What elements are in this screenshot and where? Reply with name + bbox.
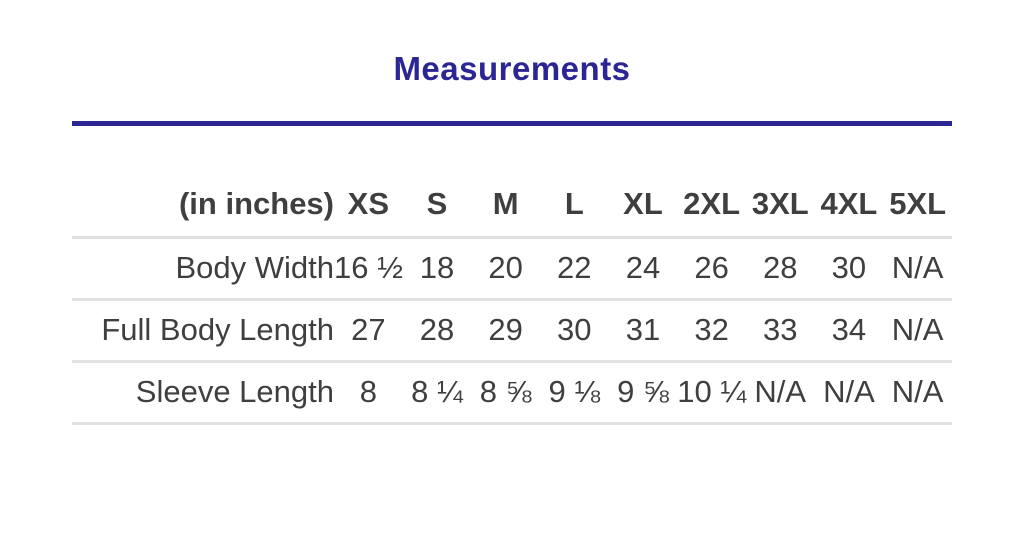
row-label: Sleeve Length (135, 374, 334, 409)
cell-value: 20 (488, 250, 523, 285)
cell-value: 30 (831, 250, 867, 285)
cell-value: 29 (488, 312, 523, 347)
cell-value: 26 (694, 250, 729, 285)
cell-value: 27 (351, 312, 386, 347)
cell-value: 33 (763, 312, 798, 347)
column-header-3xl: 3XL (751, 185, 809, 221)
header-row: (in inches) XS S M L XL 2XL 3XL 4XL 5XL (72, 126, 952, 237)
column-header-xl: XL (623, 185, 663, 221)
table-row-sleeve-length: Sleeve Length 8 8 ¼ 8 ⅝ 9 ⅛ 9 ⅝ 10 ¼ N/A… (72, 361, 952, 423)
cell-value: 9 ⅛ (548, 374, 601, 409)
cell-value: 30 (557, 312, 592, 347)
column-header-l: L (564, 185, 584, 221)
cell-value: 18 (419, 250, 455, 285)
cell-value: 10 ¼ (677, 374, 747, 409)
column-header-4xl: 4XL (820, 185, 878, 221)
cell-value: 31 (625, 312, 661, 347)
cell-value: 28 (763, 250, 798, 285)
cell-value: N/A (891, 312, 944, 347)
measurements-table: (in inches) XS S M L XL 2XL 3XL 4XL 5XL … (72, 126, 952, 425)
column-header-xs: XS (347, 185, 389, 221)
row-label: Full Body Length (101, 312, 334, 347)
cell-value: 22 (557, 250, 592, 285)
column-header-s: S (426, 185, 448, 221)
cell-value: N/A (823, 374, 875, 409)
cell-value: 24 (625, 250, 661, 285)
column-header-2xl: 2XL (683, 185, 741, 221)
cell-value: 9 ⅝ (617, 374, 669, 409)
cell-value: 8 (359, 374, 377, 409)
table-row-full-body-length: Full Body Length 27 28 29 30 31 32 33 34… (72, 299, 952, 361)
cell-value: N/A (754, 374, 807, 409)
row-label: Body Width (175, 250, 334, 285)
cell-value: N/A (891, 250, 944, 285)
title-divider (72, 121, 952, 126)
cell-value: 28 (419, 312, 455, 347)
unit-label: (in inches) (178, 185, 334, 221)
table-row-body-width: Body Width 16 ½ 18 20 22 24 26 28 30 N/A (72, 237, 952, 299)
size-chart-page: Measurements (in inches) XS S M L XL 2XL… (0, 52, 1024, 560)
page-title: Measurements (393, 50, 631, 87)
cell-value: 32 (694, 312, 729, 347)
column-header-m: M (492, 185, 519, 221)
column-header-5xl: 5XL (889, 185, 947, 221)
cell-value: 34 (831, 312, 867, 347)
cell-value: 8 ⅝ (479, 374, 532, 409)
cell-value: 8 ¼ (411, 374, 463, 409)
cell-value: N/A (891, 374, 944, 409)
cell-value: 16 ½ (334, 250, 403, 285)
